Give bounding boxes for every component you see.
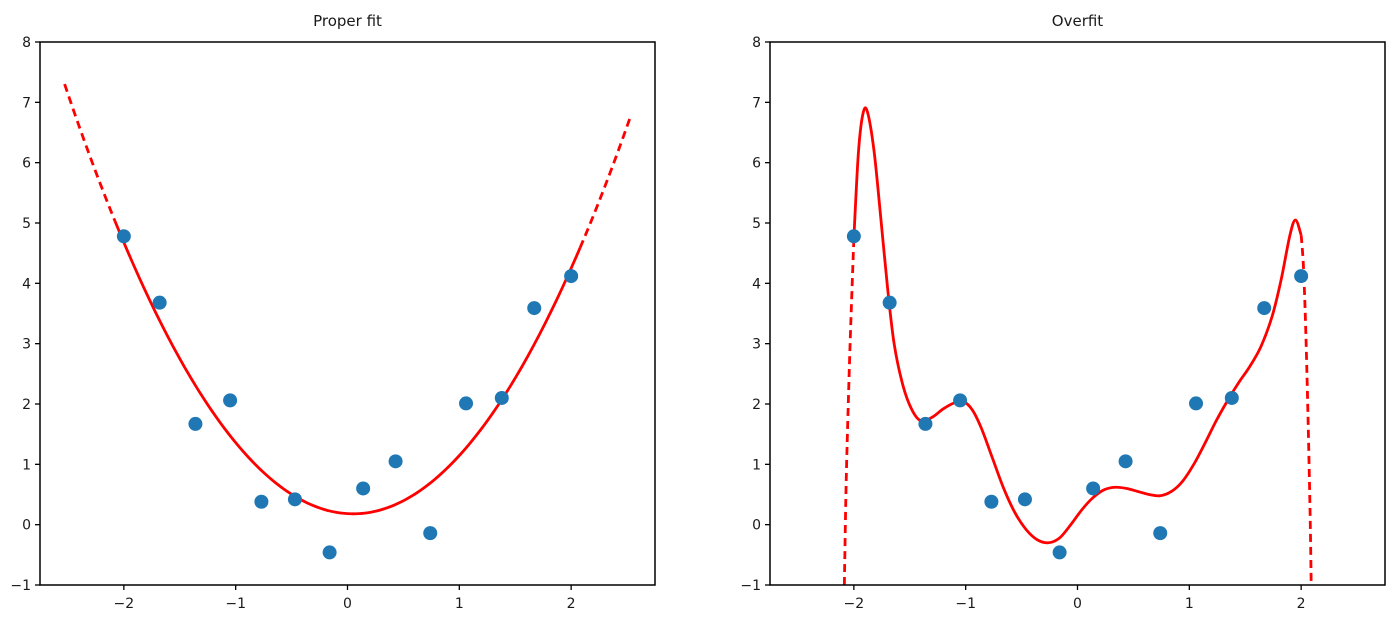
axes-frame	[39, 41, 656, 586]
y-tick-label: 1	[752, 457, 761, 473]
scatter-point	[322, 545, 337, 560]
y-tick-label: 7	[752, 95, 761, 111]
y-tick-label: 2	[22, 397, 31, 413]
proper-fit-chart: Proper fit −2 −1 0 1 2 −1 0 1 2 3 4 5 6 7 8	[10, 12, 656, 612]
scatter-point	[1153, 526, 1168, 541]
scatter-point	[1257, 301, 1272, 316]
fit-curve-dashed	[578, 116, 632, 249]
y-tick-label: 6	[22, 156, 31, 172]
scatter-point	[254, 494, 269, 509]
y-tick-label: 6	[752, 156, 761, 172]
scatter-point	[1086, 481, 1101, 496]
scatter-point	[1189, 396, 1204, 411]
fit-curve-group	[842, 106, 1313, 585]
scatter-point	[223, 393, 238, 408]
scatter-point	[984, 494, 999, 509]
y-tick-label: 3	[752, 337, 761, 353]
x-tick-label: −2	[114, 596, 135, 612]
fit-curve-dashed	[842, 238, 856, 585]
x-tick-label: −2	[844, 596, 865, 612]
plot-title: Proper fit	[313, 12, 382, 30]
scatter-point	[1052, 545, 1067, 560]
scatter-point	[388, 454, 403, 469]
scatter-point	[953, 393, 968, 408]
fit-curve-solid	[852, 106, 1303, 545]
x-tick-label: 2	[567, 596, 576, 612]
y-tick-label: 4	[752, 276, 761, 292]
x-tick-label: −1	[225, 596, 246, 612]
x-tick-label: −1	[955, 596, 976, 612]
scatter-point	[918, 416, 933, 431]
scatter-point	[882, 295, 897, 310]
overfit-chart: Overfit −2 −1 0 1 2 −1 0 1 2 3 4 5 6 7 8	[740, 12, 1386, 612]
y-tick-label: 5	[22, 216, 31, 232]
y-tick-label: 4	[22, 276, 31, 292]
scatter-point	[494, 390, 509, 405]
plot-title: Overfit	[1052, 12, 1104, 30]
y-tick-label: 0	[752, 518, 761, 534]
y-tick-label: −1	[740, 578, 761, 594]
fit-curve-dashed	[63, 83, 117, 222]
x-tick-label: 1	[1185, 596, 1194, 612]
x-tick-label: 0	[1073, 596, 1082, 612]
x-tick-label: 2	[1297, 596, 1306, 612]
scatter-point	[423, 526, 438, 541]
scatter-point	[152, 295, 167, 310]
scatter-point	[1294, 269, 1309, 284]
y-tick-label: 1	[22, 457, 31, 473]
fit-curve-group	[63, 83, 632, 516]
scatter-point	[1118, 454, 1133, 469]
y-tick-label: 7	[22, 95, 31, 111]
y-tick-label: 8	[22, 35, 31, 51]
scatter-point	[1017, 492, 1032, 507]
fit-curve-dashed	[1299, 234, 1313, 585]
scatter-point	[116, 229, 131, 244]
scatter-point	[356, 481, 371, 496]
y-tick-label: 3	[22, 337, 31, 353]
scatter-point	[846, 229, 861, 244]
y-tick-label: 5	[752, 216, 761, 232]
scatter-point	[459, 396, 474, 411]
fit-curve-solid	[113, 220, 582, 516]
scatter-point	[1224, 390, 1239, 405]
scatter-point	[527, 301, 542, 316]
y-tick-label: 8	[752, 35, 761, 51]
scatter-point	[188, 416, 203, 431]
y-tick-label: 2	[752, 397, 761, 413]
x-tick-label: 1	[455, 596, 464, 612]
x-tick-label: 0	[343, 596, 352, 612]
y-tick-label: 0	[22, 518, 31, 534]
y-tick-label: −1	[10, 578, 31, 594]
scatter-point	[564, 269, 579, 284]
scatter-point	[287, 492, 302, 507]
